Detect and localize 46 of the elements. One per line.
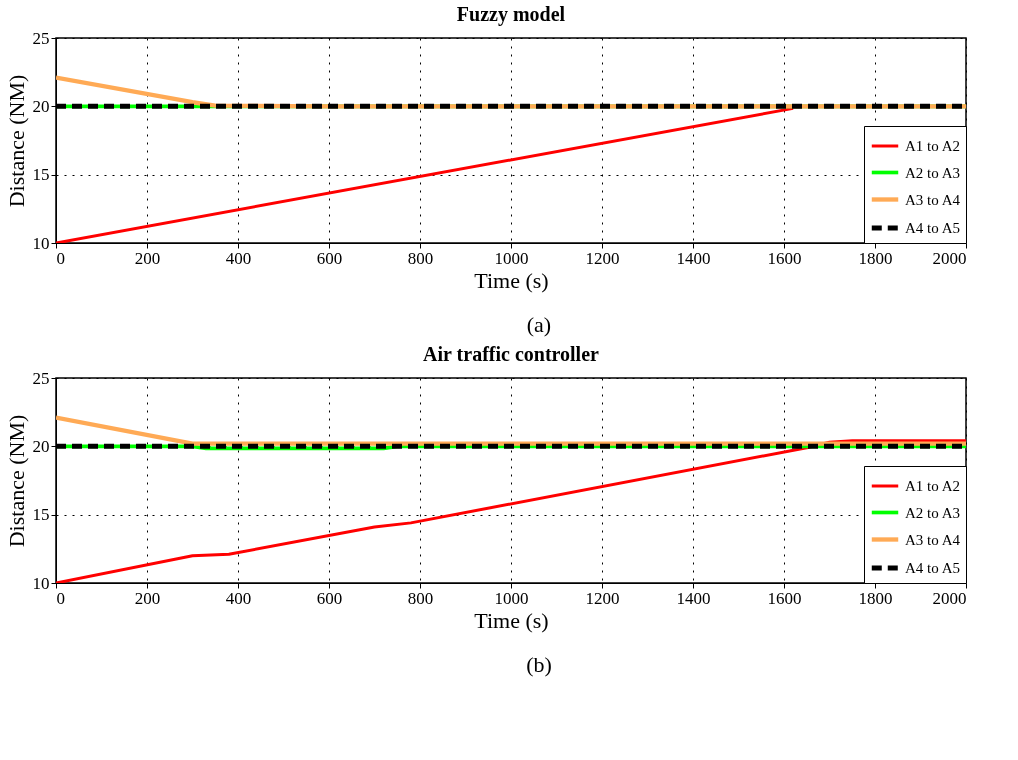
x-tick-label: 1800 (858, 248, 893, 268)
y-tick-label: 25 (32, 368, 50, 388)
x-axis-title: Time (s) (474, 267, 549, 293)
x-tick-label: 2000 (932, 248, 967, 268)
y-tick-label: 25 (32, 28, 50, 48)
chart-title: Air traffic controller (423, 343, 600, 365)
x-tick-label: 200 (134, 588, 161, 608)
legend-label: A4 to A5 (905, 560, 961, 576)
x-tick-label: 1200 (585, 588, 620, 608)
x-tick-label: 1400 (676, 588, 711, 608)
text: (a) (525, 312, 553, 339)
text: (b) (525, 652, 553, 679)
legend-label: A3 to A4 (905, 531, 961, 548)
x-tick-label: 0 (56, 248, 65, 268)
x-tick-label: 1800 (858, 588, 893, 608)
legend-label: A2 to A3 (905, 164, 961, 181)
legend-label: A4 to A5 (905, 220, 961, 236)
x-tick-label: 0 (56, 588, 65, 608)
y-tick-label: 20 (32, 96, 50, 116)
legend-label: A2 to A3 (905, 504, 961, 521)
x-tick-label: 1600 (767, 588, 802, 608)
y-axis-title: Distance (NM) (3, 74, 29, 208)
y-tick-label: 10 (32, 573, 50, 593)
x-tick-label: 1600 (767, 248, 802, 268)
x-tick-label: 600 (316, 588, 343, 608)
x-tick-label: 1000 (494, 588, 529, 608)
x-tick-label: 800 (407, 588, 434, 608)
x-tick-label: 1400 (676, 248, 711, 268)
y-tick-label: 20 (32, 436, 50, 456)
x-tick-label: 600 (316, 248, 343, 268)
chart-title: Fuzzy model (456, 3, 566, 26)
x-tick-label: 400 (225, 588, 252, 608)
y-tick-label: 15 (32, 505, 50, 525)
x-tick-label: 800 (407, 248, 434, 268)
x-tick-label: 400 (225, 248, 252, 268)
y-axis-title: Distance (NM) (3, 414, 29, 548)
legend-label: A1 to A2 (905, 478, 961, 494)
x-tick-label: 2000 (932, 588, 967, 608)
x-tick-label: 1000 (494, 248, 529, 268)
x-tick-label: 200 (134, 248, 161, 268)
y-tick-label: 10 (32, 233, 50, 253)
legend-label: A3 to A4 (905, 191, 961, 208)
y-tick-label: 15 (32, 165, 50, 185)
x-axis-title: Time (s) (474, 607, 549, 633)
x-tick-label: 1200 (585, 248, 620, 268)
legend-label: A1 to A2 (905, 138, 961, 154)
